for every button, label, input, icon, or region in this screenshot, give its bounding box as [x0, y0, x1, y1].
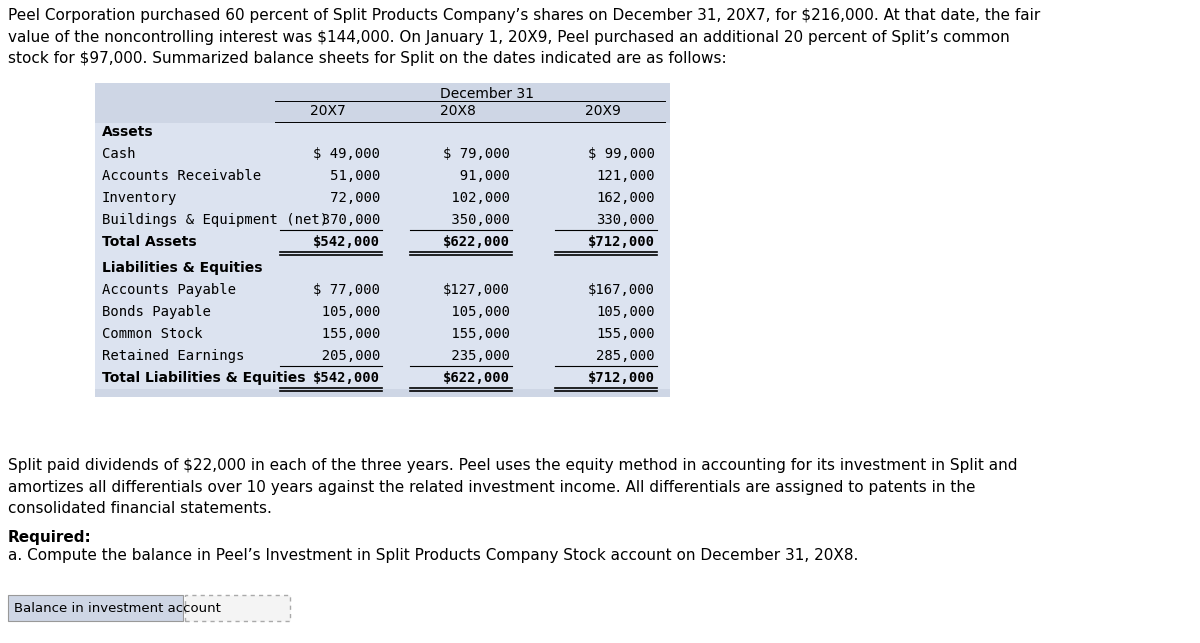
Text: Peel Corporation purchased 60 percent of Split Products Company’s shares on Dece: Peel Corporation purchased 60 percent of…	[8, 8, 1040, 66]
Text: $622,000: $622,000	[443, 371, 510, 385]
Text: Total Assets: Total Assets	[102, 235, 197, 249]
Text: 20X8: 20X8	[440, 104, 476, 118]
Text: 105,000: 105,000	[443, 305, 510, 319]
Text: 155,000: 155,000	[443, 327, 510, 341]
Text: Bonds Payable: Bonds Payable	[102, 305, 211, 319]
Text: $127,000: $127,000	[443, 283, 510, 297]
Text: $622,000: $622,000	[443, 235, 510, 249]
Text: $542,000: $542,000	[313, 371, 380, 385]
Text: 235,000: 235,000	[443, 349, 510, 363]
FancyBboxPatch shape	[95, 83, 670, 123]
Text: Total Liabilities & Equities: Total Liabilities & Equities	[102, 371, 306, 385]
Text: Inventory: Inventory	[102, 191, 178, 205]
Text: 102,000: 102,000	[443, 191, 510, 205]
Text: $542,000: $542,000	[313, 235, 380, 249]
Text: 370,000: 370,000	[305, 213, 380, 227]
Text: 20X9: 20X9	[586, 104, 620, 118]
Text: $ 79,000: $ 79,000	[443, 147, 510, 161]
Text: $ 77,000: $ 77,000	[313, 283, 380, 297]
Text: 105,000: 105,000	[596, 305, 655, 319]
Text: Retained Earnings: Retained Earnings	[102, 349, 245, 363]
Text: Cash: Cash	[102, 147, 136, 161]
FancyBboxPatch shape	[95, 389, 670, 397]
Text: 162,000: 162,000	[596, 191, 655, 205]
Text: 330,000: 330,000	[596, 213, 655, 227]
Text: $ 49,000: $ 49,000	[313, 147, 380, 161]
Text: Required:: Required:	[8, 530, 91, 545]
Text: 155,000: 155,000	[596, 327, 655, 341]
Text: $712,000: $712,000	[588, 371, 655, 385]
Text: 285,000: 285,000	[596, 349, 655, 363]
Text: 51,000: 51,000	[305, 169, 380, 183]
Text: 155,000: 155,000	[305, 327, 380, 341]
Text: $167,000: $167,000	[588, 283, 655, 297]
Text: Split paid dividends of $22,000 in each of the three years. Peel uses the equity: Split paid dividends of $22,000 in each …	[8, 458, 1018, 516]
Text: 72,000: 72,000	[305, 191, 380, 205]
Text: a. Compute the balance in Peel’s Investment in Split Products Company Stock acco: a. Compute the balance in Peel’s Investm…	[8, 548, 858, 563]
Text: Accounts Receivable: Accounts Receivable	[102, 169, 262, 183]
Text: Buildings & Equipment (net): Buildings & Equipment (net)	[102, 213, 328, 227]
Text: Balance in investment account: Balance in investment account	[14, 601, 221, 615]
FancyBboxPatch shape	[185, 595, 290, 621]
Text: $ 99,000: $ 99,000	[588, 147, 655, 161]
FancyBboxPatch shape	[8, 595, 182, 621]
Text: Accounts Payable: Accounts Payable	[102, 283, 236, 297]
Text: $712,000: $712,000	[588, 235, 655, 249]
Text: 350,000: 350,000	[443, 213, 510, 227]
Text: 91,000: 91,000	[443, 169, 510, 183]
Text: 20X7: 20X7	[310, 104, 346, 118]
Text: Common Stock: Common Stock	[102, 327, 203, 341]
Text: Liabilities & Equities: Liabilities & Equities	[102, 261, 263, 275]
Text: 121,000: 121,000	[596, 169, 655, 183]
Text: 205,000: 205,000	[305, 349, 380, 363]
Text: Assets: Assets	[102, 125, 154, 139]
FancyBboxPatch shape	[95, 83, 670, 397]
Text: December 31: December 31	[440, 87, 534, 101]
Text: 105,000: 105,000	[305, 305, 380, 319]
